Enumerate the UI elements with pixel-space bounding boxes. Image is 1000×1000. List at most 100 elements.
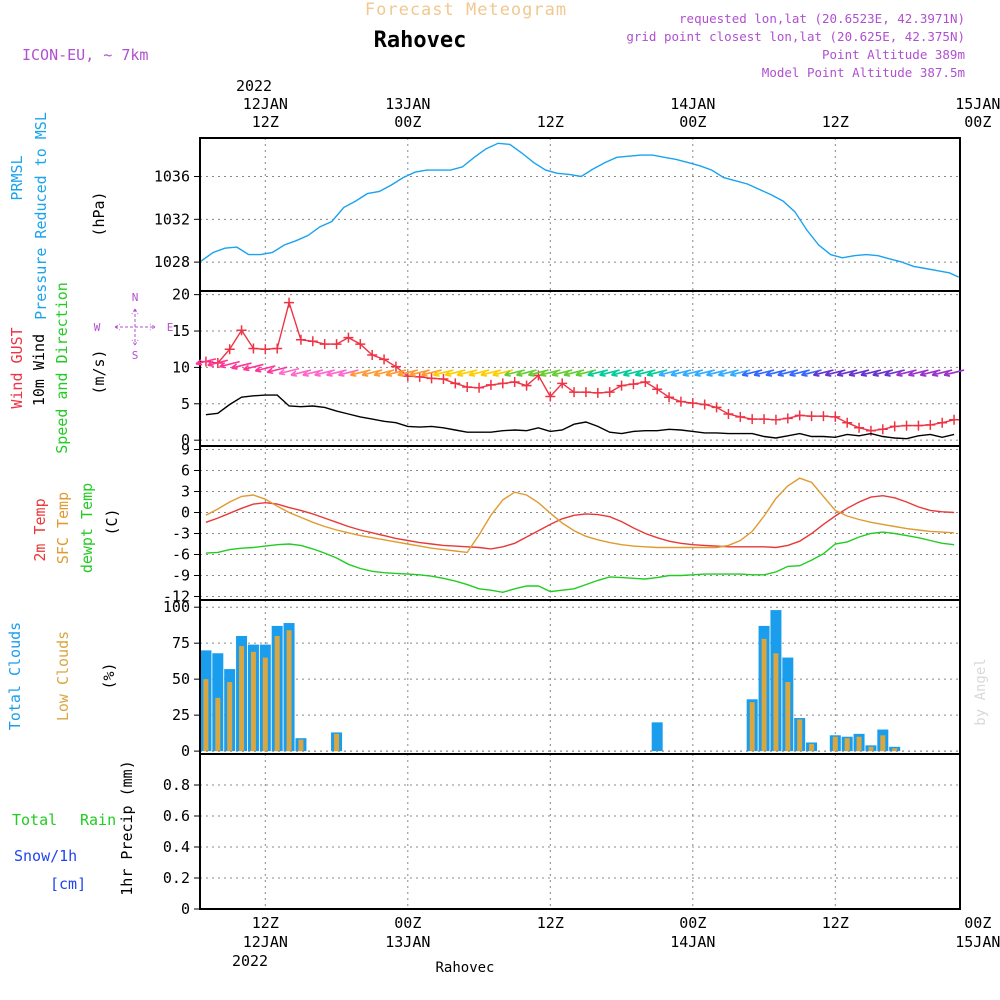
series-gust-point xyxy=(889,421,900,432)
series-gust-point xyxy=(913,420,924,431)
wind-unit: (m/s) xyxy=(90,349,108,394)
y-tick-label: 10 xyxy=(172,358,190,376)
series-gust-point xyxy=(616,380,627,391)
series-gust-point xyxy=(295,334,306,345)
location-title: Rahovec xyxy=(374,28,467,53)
top-time-label: 12Z xyxy=(252,113,279,131)
t2m-label: 2m Temp xyxy=(31,498,49,561)
compass-w-label: W xyxy=(94,321,101,334)
series-gust-point xyxy=(711,402,722,413)
series-gust-point xyxy=(545,391,556,402)
model-label: ICON-EU, ~ 7km xyxy=(22,46,148,64)
low-cloud-bar xyxy=(809,743,815,752)
requested-coords: requested lon,lat (20.6523E, 42.3971N) xyxy=(679,11,965,26)
low-cloud-bar xyxy=(274,635,280,752)
series-gust-point xyxy=(474,382,485,393)
series-gust-point xyxy=(640,376,651,387)
series-gust-point xyxy=(379,354,390,365)
low-cloud-bar xyxy=(785,682,791,752)
snow-unit-label: [cm] xyxy=(50,875,86,893)
low-cloud-bar xyxy=(239,646,245,752)
series-gust-point xyxy=(652,384,663,395)
series-gust-point xyxy=(664,392,675,403)
series-gust-point xyxy=(806,411,817,422)
top-time-label: 12Z xyxy=(822,113,849,131)
top-date-label: 15JAN xyxy=(955,95,1000,113)
wind-direction-arrow xyxy=(254,365,276,373)
footer-location: Rahovec xyxy=(435,960,494,976)
series-gust-point xyxy=(759,414,770,425)
clouds-unit: (%) xyxy=(100,662,118,689)
low-cloud-bar xyxy=(749,702,755,752)
wind-direction-arrow xyxy=(943,369,965,377)
series-gust-point xyxy=(782,413,793,424)
gridpoint-coords: grid point closest lon,lat (20.625E, 42.… xyxy=(626,29,965,44)
series-gust-point xyxy=(628,379,639,390)
series-gust-point xyxy=(426,373,437,384)
snow-label: Snow/1h xyxy=(14,847,77,865)
panel-temperature: -12 -9 -6 -3 0 3 6 9 xyxy=(163,441,961,606)
series-gust-point xyxy=(569,387,580,398)
series-gust-point xyxy=(355,339,366,350)
top-time-label: 12Z xyxy=(537,113,564,131)
pressure-unit: (hPa) xyxy=(90,191,108,236)
dewpt-label: dewpt Temp xyxy=(78,483,96,573)
top-date-label: 14JAN xyxy=(670,95,715,113)
series-gust-point xyxy=(236,325,247,336)
y-tick-label: -6 xyxy=(172,546,190,564)
bottom-time-label: 12Z xyxy=(822,914,849,932)
series-gust-point xyxy=(687,398,698,409)
wind-direction-arrow xyxy=(242,363,264,372)
y-tick-label: 15 xyxy=(172,322,190,340)
y-tick-label: 0 xyxy=(181,504,190,522)
total-clouds-label: Total Clouds xyxy=(6,622,24,730)
wind-direction-arrow xyxy=(278,367,300,376)
wind-direction-arrow xyxy=(195,358,217,366)
series-gust-point xyxy=(224,344,235,355)
series-gust-point xyxy=(580,387,591,398)
low-cloud-bar xyxy=(334,733,340,752)
series-prmsl xyxy=(200,142,960,278)
series-gust-point xyxy=(260,344,271,355)
series-gust-point xyxy=(331,339,342,350)
low-cloud-bar xyxy=(773,653,779,752)
y-tick-label: 6 xyxy=(181,462,190,480)
y-tick-label: 0 xyxy=(181,431,190,449)
total-rain-label-1: Total xyxy=(12,811,57,829)
y-tick-label: 100 xyxy=(163,598,190,616)
series-gust-point xyxy=(877,424,888,435)
panel-frame-pressure xyxy=(199,137,961,292)
series-gust-point xyxy=(592,387,603,398)
wind-direction-arrow xyxy=(219,360,240,369)
series-gust-point xyxy=(462,382,473,393)
bottom-time-label: 12Z xyxy=(252,914,279,932)
low-cloud-bar xyxy=(797,719,803,752)
y-tick-label: -3 xyxy=(172,525,190,543)
low-cloud-bar xyxy=(844,738,850,752)
total-rain-label-2: Rain xyxy=(80,811,116,829)
series-gust-point xyxy=(925,419,936,430)
series-gust-point xyxy=(272,343,283,354)
low-cloud-bar xyxy=(203,679,209,752)
panel-frame-clouds xyxy=(199,599,961,755)
credit-watermark: by Angel xyxy=(973,658,989,725)
series-gust-point xyxy=(509,376,520,387)
y-tick-label: 1028 xyxy=(154,253,190,271)
y-tick-label: 0 xyxy=(181,900,190,918)
y-tick-label: 25 xyxy=(172,706,190,724)
series-gust-point xyxy=(723,408,734,419)
y-tick-label: 5 xyxy=(181,395,190,413)
series-gust-point xyxy=(735,411,746,422)
low-cloud-bar xyxy=(262,657,268,752)
temp-unit: (C) xyxy=(103,508,121,535)
y-tick-label: 1032 xyxy=(154,210,190,228)
series-t2m xyxy=(205,494,955,550)
panel-pressure: 1028 1032 1036 xyxy=(154,137,961,292)
low-cloud-bar xyxy=(227,682,233,752)
series-gust-point xyxy=(485,379,496,390)
top-time-label: 00Z xyxy=(679,113,706,131)
series-gust-point xyxy=(367,350,378,361)
y-tick-label: 1036 xyxy=(154,168,190,186)
bottom-date-label: 13JAN xyxy=(385,933,430,951)
